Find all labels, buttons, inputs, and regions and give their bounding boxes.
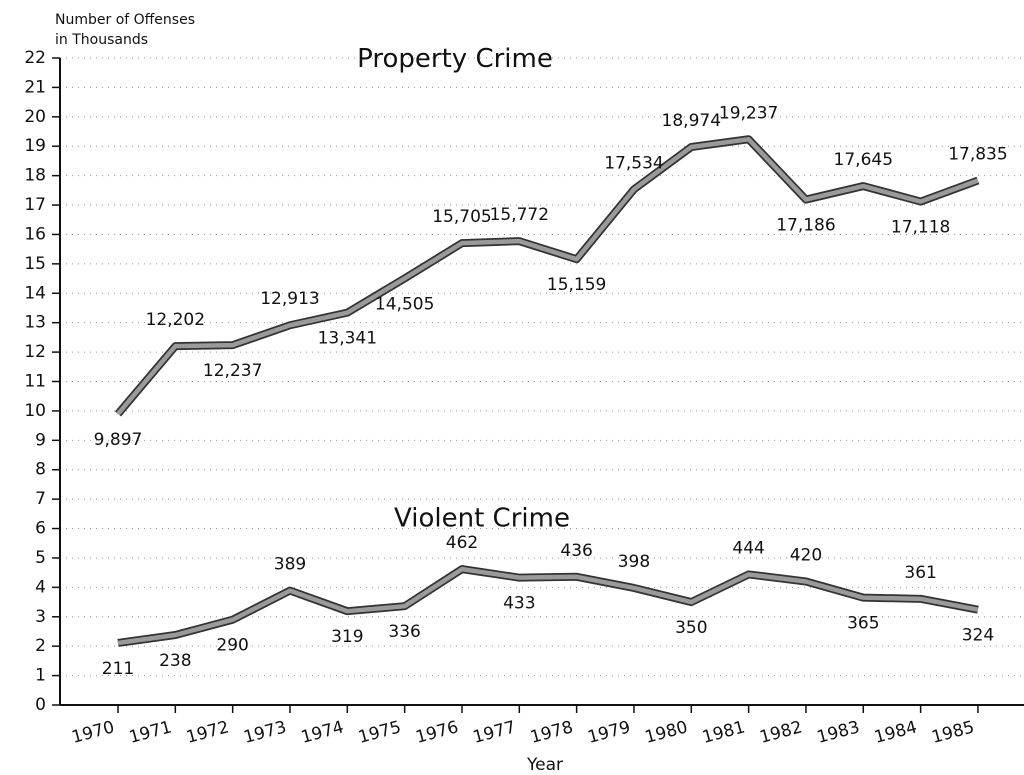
y-tick-label: 17 bbox=[24, 195, 46, 215]
series-label big: Property Crime bbox=[357, 44, 553, 74]
data-label: 15,772 bbox=[490, 205, 549, 225]
x-tick-label: 1983 bbox=[815, 717, 862, 748]
data-label: 444 bbox=[732, 538, 764, 558]
data-label: 12,913 bbox=[260, 289, 319, 309]
x-tick-label: 1973 bbox=[242, 717, 289, 748]
data-label: 12,237 bbox=[203, 361, 262, 381]
data-label: 350 bbox=[675, 618, 707, 638]
x-tick-label: 1982 bbox=[758, 717, 805, 748]
x-tick-label: 1974 bbox=[299, 717, 346, 748]
data-label: 420 bbox=[790, 545, 822, 565]
data-label: 211 bbox=[102, 659, 134, 679]
data-label: 238 bbox=[159, 651, 191, 671]
y-tick-label: 7 bbox=[35, 489, 46, 509]
y-tick-label: 5 bbox=[35, 548, 46, 568]
y-tick-label: 3 bbox=[35, 607, 46, 627]
y-tick-label: 13 bbox=[24, 313, 46, 333]
data-label: 361 bbox=[904, 563, 936, 583]
data-label: 462 bbox=[446, 533, 478, 553]
data-label: 9,897 bbox=[94, 430, 143, 450]
data-label: 19,237 bbox=[719, 103, 778, 123]
data-label: 15,159 bbox=[547, 275, 606, 295]
y-tick-label: 21 bbox=[24, 77, 46, 97]
y-tick-label: 6 bbox=[35, 519, 46, 539]
data-label: 324 bbox=[962, 626, 994, 646]
x-tick-label: 1975 bbox=[356, 717, 403, 748]
y-tick-label: 2 bbox=[35, 636, 46, 656]
y-tick-label: 22 bbox=[24, 48, 46, 68]
data-label: 365 bbox=[847, 614, 879, 634]
y-tick-label: 12 bbox=[24, 342, 46, 362]
y-tick-label: 11 bbox=[24, 372, 46, 392]
y-axis-label: Number of Offenses bbox=[55, 12, 195, 28]
data-label: 17,534 bbox=[604, 153, 663, 173]
data-label: 17,186 bbox=[776, 216, 835, 236]
x-tick-label: 1970 bbox=[70, 717, 117, 748]
x-tick-label: 1971 bbox=[127, 717, 174, 748]
data-label: 17,118 bbox=[891, 218, 950, 238]
x-axis-label: Year bbox=[526, 755, 563, 775]
x-tick-label: 1981 bbox=[700, 717, 747, 748]
data-label: 15,705 bbox=[432, 207, 491, 227]
y-tick-label: 8 bbox=[35, 460, 46, 480]
y-tick-label: 20 bbox=[24, 107, 46, 127]
data-label: 290 bbox=[216, 636, 248, 656]
data-label: 14,505 bbox=[375, 294, 434, 314]
line bbox=[116, 137, 979, 416]
x-tick-label: 1978 bbox=[528, 717, 575, 748]
y-tick-label: 10 bbox=[24, 401, 46, 421]
data-label: 17,835 bbox=[948, 144, 1007, 164]
x-tick-label: 1979 bbox=[586, 717, 633, 748]
y-axis-label: in Thousands bbox=[55, 32, 148, 48]
data-label: 319 bbox=[331, 627, 363, 647]
y-tick-label: 18 bbox=[24, 166, 46, 186]
x-tick-label: 1972 bbox=[184, 717, 231, 748]
data-label: 17,645 bbox=[834, 150, 893, 170]
data-label: 13,341 bbox=[318, 329, 377, 349]
series-label big: Violent Crime bbox=[394, 504, 570, 534]
x-tick-label: 1985 bbox=[930, 717, 977, 748]
x-tick-label: 1976 bbox=[414, 717, 461, 748]
x-tick-label: 1984 bbox=[872, 717, 919, 748]
y-tick-label: 14 bbox=[24, 283, 46, 303]
y-tick-label: 4 bbox=[35, 577, 46, 597]
x-tick-label: 1977 bbox=[471, 717, 518, 748]
data-label: 433 bbox=[503, 594, 535, 614]
y-tick-label: 0 bbox=[35, 695, 46, 715]
line bbox=[117, 566, 979, 646]
data-label: 389 bbox=[274, 555, 306, 575]
data-label: 336 bbox=[388, 622, 420, 642]
y-tick-label: 16 bbox=[24, 224, 46, 244]
y-tick-label: 1 bbox=[35, 666, 46, 686]
y-tick-label: 9 bbox=[35, 430, 46, 450]
data-label: 18,974 bbox=[662, 111, 721, 131]
data-label: 436 bbox=[560, 541, 592, 561]
data-label: 398 bbox=[618, 552, 650, 572]
y-tick-label: 15 bbox=[24, 254, 46, 274]
data-label: 12,202 bbox=[146, 310, 205, 330]
x-tick-label: 1980 bbox=[643, 717, 690, 748]
y-tick-label: 19 bbox=[24, 136, 46, 156]
